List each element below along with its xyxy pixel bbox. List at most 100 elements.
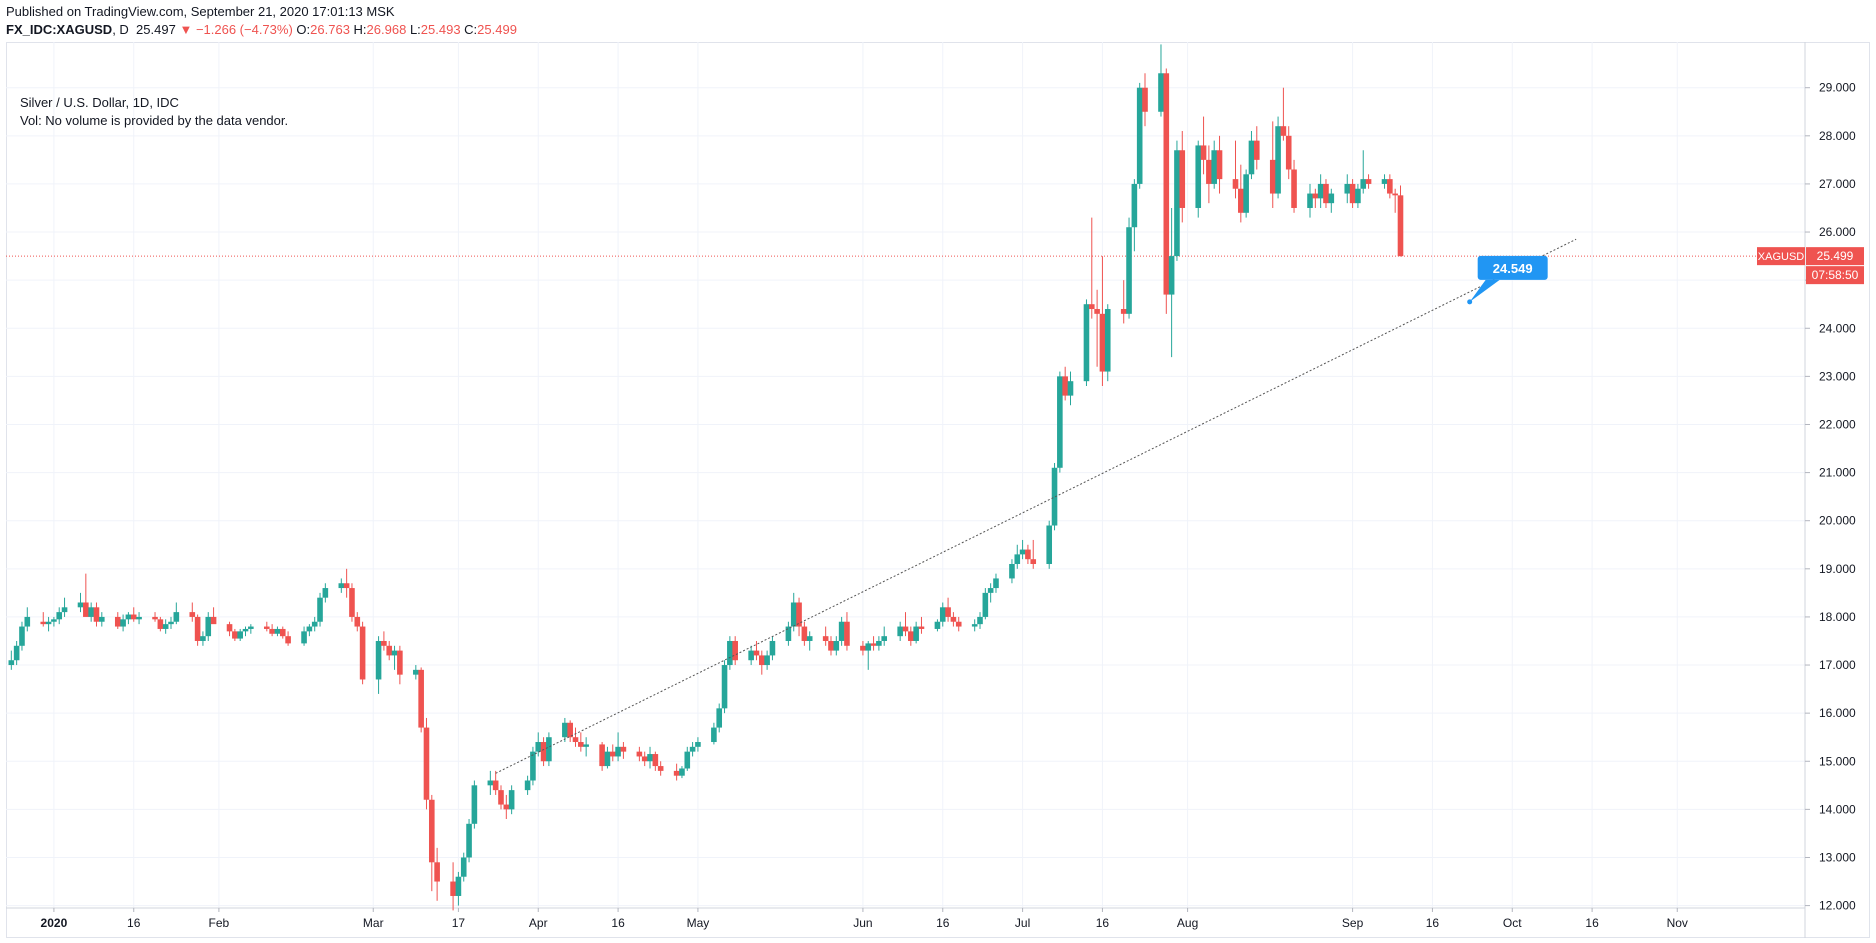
trendline[interactable]: 24.549 xyxy=(495,238,1577,774)
candle-down xyxy=(397,645,403,685)
y-tick-label: 17.000 xyxy=(1819,658,1856,672)
candle-down xyxy=(343,568,350,598)
legend-title[interactable]: Silver / U.S. Dollar, 1D, IDC xyxy=(20,95,179,110)
candle-body xyxy=(987,588,994,593)
candle-body xyxy=(264,626,270,629)
candle-body xyxy=(349,588,355,617)
symbol-ohlc-line: FX_IDC:XAGUSD, D 25.497 ▼ −1.266 (−4.73%… xyxy=(6,22,517,37)
candle-up xyxy=(987,583,994,603)
candle-up xyxy=(45,616,52,632)
candle-body xyxy=(1126,227,1132,314)
candle-body xyxy=(913,626,919,641)
candle-body xyxy=(716,708,723,728)
candle-body xyxy=(684,751,691,769)
x-tick-label: May xyxy=(687,916,710,930)
candle-body xyxy=(508,790,515,810)
candle-body xyxy=(413,669,419,675)
candle-down xyxy=(1392,188,1398,213)
candle-down xyxy=(870,636,877,651)
candle-up xyxy=(583,737,589,757)
candle-body xyxy=(758,655,765,666)
candle-up xyxy=(1158,44,1164,117)
candle-down xyxy=(1142,73,1148,127)
candle-body xyxy=(359,626,366,680)
candle-body xyxy=(24,616,31,627)
close-label: C: xyxy=(464,22,478,37)
candle-up xyxy=(237,628,243,641)
candle-up xyxy=(1009,559,1015,584)
chart-frame[interactable]: 12.000 13.000 14.000 15.000 16.000 17.000 18.0… xyxy=(6,42,1870,938)
down-arrow-icon: ▼ xyxy=(179,22,193,37)
candle-up xyxy=(51,616,57,627)
candle-up xyxy=(455,871,462,906)
candle-up xyxy=(460,852,467,882)
candle-down xyxy=(1030,539,1037,569)
candle-body xyxy=(769,640,776,656)
candle-up xyxy=(1067,371,1074,406)
candle-down xyxy=(434,847,440,901)
candle-body xyxy=(1174,150,1180,257)
candle-body xyxy=(375,640,382,680)
candle-body xyxy=(56,612,63,620)
candle-down xyxy=(636,746,643,762)
candle-body xyxy=(487,780,494,786)
time-axis[interactable]: 2020 16 Feb Mar 17 Apr 16 May Jun 16 Jul 16 Aug Sep 16… xyxy=(41,908,1688,930)
candle-body xyxy=(354,616,361,627)
candle-down xyxy=(1216,135,1223,194)
candle-body xyxy=(1083,304,1090,382)
candle-body xyxy=(386,645,393,656)
symbol-name[interactable]: FX_IDC:XAGUSD xyxy=(6,22,113,37)
candle-body xyxy=(460,857,467,877)
x-tick-label: Oct xyxy=(1503,916,1522,930)
candle-body xyxy=(343,583,350,589)
x-tick-label: Aug xyxy=(1177,916,1198,930)
candle-body xyxy=(902,626,909,632)
candle-body xyxy=(274,628,281,634)
candle-body xyxy=(1216,150,1223,180)
price-tags: XAGUSD 25.499 07:58:50 xyxy=(1757,247,1864,285)
candle-body xyxy=(248,626,254,629)
candle-up xyxy=(1344,174,1351,204)
candle-down xyxy=(1025,544,1031,565)
candle-up xyxy=(764,650,770,670)
price-change: −1.266 (−4.73%) xyxy=(195,22,293,37)
candle-up xyxy=(200,631,206,646)
candle-up xyxy=(61,597,68,617)
candle-body xyxy=(157,619,164,629)
candle-down xyxy=(657,761,664,776)
candle-down xyxy=(83,573,89,617)
candle-body xyxy=(1030,559,1037,565)
candle-down xyxy=(232,628,238,641)
candle-body xyxy=(609,751,616,757)
candle-up xyxy=(173,602,180,625)
y-tick-label: 15.000 xyxy=(1819,754,1856,768)
candle-up xyxy=(1126,217,1132,319)
candle-body xyxy=(301,631,307,644)
candle-body xyxy=(210,616,217,625)
candle-body xyxy=(1317,183,1324,199)
candle-body xyxy=(604,751,611,767)
candle-body xyxy=(950,616,957,622)
callout-pointer xyxy=(1469,279,1500,302)
candle-up xyxy=(785,621,792,646)
candle-body xyxy=(269,628,275,634)
candle-up xyxy=(913,621,919,644)
candle-up xyxy=(168,616,174,629)
candlestick-chart[interactable]: 12.000 13.000 14.000 15.000 16.000 17.000 18.0… xyxy=(6,42,1870,938)
candle-down xyxy=(572,727,579,747)
candle-up xyxy=(56,607,63,625)
candle-body xyxy=(599,744,605,767)
candle-down xyxy=(950,612,957,627)
candle-body xyxy=(1355,188,1361,204)
candle-body xyxy=(285,636,291,644)
candle-up xyxy=(562,717,568,743)
candle-down xyxy=(381,631,387,651)
candle-up xyxy=(19,621,25,651)
candle-down xyxy=(423,717,430,810)
candle-down xyxy=(130,607,137,622)
candle-up xyxy=(338,578,345,593)
candle-up xyxy=(1248,131,1255,180)
candle-up xyxy=(1051,462,1058,531)
candle-up xyxy=(524,775,531,795)
candle-body xyxy=(173,612,180,622)
